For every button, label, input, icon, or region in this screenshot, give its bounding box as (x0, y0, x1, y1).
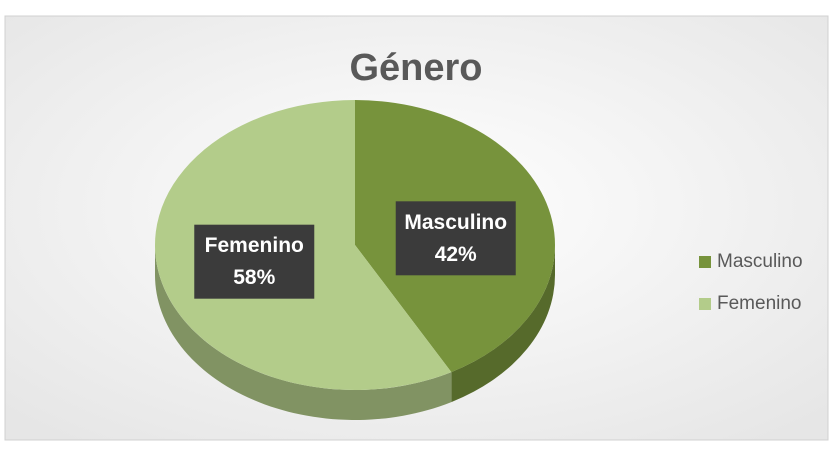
chart-title: Género (349, 47, 482, 89)
legend-label: Masculino (717, 251, 803, 272)
legend-swatch (699, 256, 711, 268)
data-label: Masculino 42% (395, 201, 516, 276)
slice-side (451, 245, 555, 403)
data-label-category: Masculino (404, 211, 507, 234)
legend-swatch (699, 298, 711, 310)
data-label-box (395, 201, 516, 276)
data-label: Femenino 58% (194, 224, 315, 299)
data-label-box (194, 224, 315, 299)
data-label-category: Femenino (205, 234, 304, 257)
data-label-value: 42% (435, 243, 477, 266)
legend-label: Femenino (717, 293, 802, 314)
slice-side (154, 245, 452, 421)
data-label-value: 58% (233, 266, 275, 289)
